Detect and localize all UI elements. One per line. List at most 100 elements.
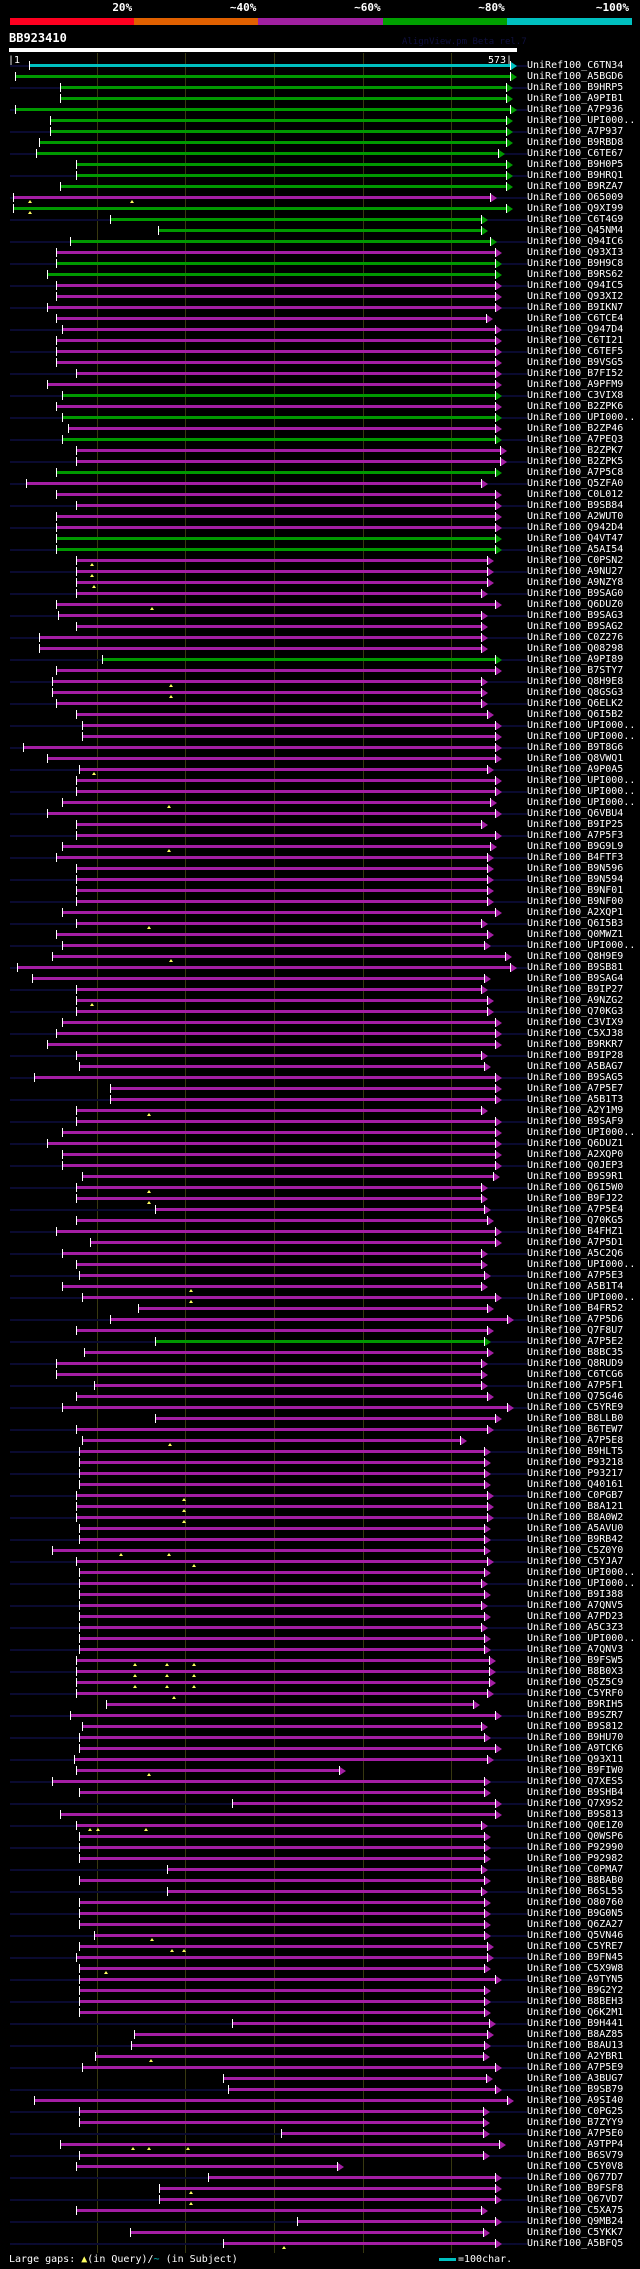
hit-label[interactable]: UniRef100_B9SAG5 xyxy=(527,1072,624,1083)
hit-label[interactable]: UniRef100_A7P5E3 xyxy=(527,1270,624,1281)
hit-label[interactable]: UniRef100_A9NU27 xyxy=(527,566,624,577)
hit-label[interactable]: UniRef100_Q4VT47 xyxy=(527,533,624,544)
hit-label[interactable]: UniRef100_C5XJ38 xyxy=(527,1028,624,1039)
hit-label[interactable]: UniRef100_A7P5E7 xyxy=(527,1083,624,1094)
hit-label[interactable]: UniRef100_B9N596 xyxy=(527,863,624,874)
hit-label[interactable]: UniRef100_A5AI54 xyxy=(527,544,624,555)
hit-label[interactable]: UniRef100_C6TEF5 xyxy=(527,346,624,357)
hit-label[interactable]: UniRef100_B9T8G6 xyxy=(527,742,624,753)
hit-label[interactable]: UniRef100_B9FSF8 xyxy=(527,2183,624,2194)
hit-label[interactable]: UniRef100_A7P5D6 xyxy=(527,1314,624,1325)
hit-label[interactable]: UniRef100_Q93X11 xyxy=(527,1754,624,1765)
hit-label[interactable]: UniRef100_A2Y1M9 xyxy=(527,1105,624,1116)
hit-label[interactable]: UniRef100_Q942D4 xyxy=(527,522,624,533)
hit-label[interactable]: UniRef100_B8BC35 xyxy=(527,1347,624,1358)
hit-label[interactable]: UniRef100_B9RZA7 xyxy=(527,181,624,192)
hit-label[interactable]: UniRef100_A7PEQ3 xyxy=(527,434,624,445)
hit-label[interactable]: UniRef100_C0PMA7 xyxy=(527,1864,624,1875)
hit-label[interactable]: UniRef100_Q94IC6 xyxy=(527,236,624,247)
hit-label[interactable]: UniRef100_C0PSN2 xyxy=(527,555,624,566)
hit-label[interactable]: UniRef100_B8BEH3 xyxy=(527,1996,624,2007)
hit-label[interactable]: UniRef100_A7QNV3 xyxy=(527,1644,624,1655)
hit-label[interactable]: UniRef100_Q94IC5 xyxy=(527,280,624,291)
hit-label[interactable]: UniRef100_B8LLB0 xyxy=(527,1413,624,1424)
hit-label[interactable]: UniRef100_Q75G46 xyxy=(527,1391,624,1402)
hit-label[interactable]: UniRef100_Q8GSG3 xyxy=(527,687,624,698)
hit-label[interactable]: UniRef100_Q67VD7 xyxy=(527,2194,624,2205)
hit-label[interactable]: UniRef100_A7QNV5 xyxy=(527,1600,624,1611)
hit-label[interactable]: UniRef100_B7ZYY9 xyxy=(527,2117,624,2128)
hit-label[interactable]: UniRef100_A5B1T4 xyxy=(527,1281,624,1292)
hit-label[interactable]: UniRef100_Q8VWQ1 xyxy=(527,753,624,764)
hit-label[interactable]: UniRef100_UPI000.. xyxy=(527,1292,636,1303)
hit-label[interactable]: UniRef100_B9FN45 xyxy=(527,1952,624,1963)
hit-label[interactable]: UniRef100_Q7XES5 xyxy=(527,1776,624,1787)
hit-label[interactable]: UniRef100_B7STY7 xyxy=(527,665,624,676)
hit-label[interactable]: UniRef100_A5BFQ5 xyxy=(527,2238,624,2249)
hit-label[interactable]: UniRef100_A7P5E2 xyxy=(527,1336,624,1347)
hit-label[interactable]: UniRef100_A5B1T3 xyxy=(527,1094,624,1105)
hit-label[interactable]: UniRef100_UPI000.. xyxy=(527,940,636,951)
hit-label[interactable]: UniRef100_Q8H9E9 xyxy=(527,951,624,962)
hit-label[interactable]: UniRef100_B9SB79 xyxy=(527,2084,624,2095)
hit-label[interactable]: UniRef100_A9SI40 xyxy=(527,2095,624,2106)
hit-label[interactable]: UniRef100_B9FIW0 xyxy=(527,1765,624,1776)
hit-label[interactable]: UniRef100_A7P5E4 xyxy=(527,1204,624,1215)
hit-label[interactable]: UniRef100_B9IP28 xyxy=(527,1050,624,1061)
hit-label[interactable]: UniRef100_Q6I5B2 xyxy=(527,709,624,720)
hit-label[interactable]: UniRef100_Q93XI2 xyxy=(527,291,624,302)
hit-label[interactable]: UniRef100_C5YKK7 xyxy=(527,2227,624,2238)
hit-label[interactable]: UniRef100_UPI000.. xyxy=(527,775,636,786)
hit-label[interactable]: UniRef100_Q7X9S2 xyxy=(527,1798,624,1809)
hit-label[interactable]: UniRef100_C5YRE9 xyxy=(527,1402,624,1413)
hit-label[interactable]: UniRef100_C5YRE7 xyxy=(527,1941,624,1952)
hit-label[interactable]: UniRef100_B9FSW5 xyxy=(527,1655,624,1666)
hit-label[interactable]: UniRef100_A9TCK6 xyxy=(527,1743,624,1754)
hit-label[interactable]: UniRef100_UPI000.. xyxy=(527,720,636,731)
hit-label[interactable]: UniRef100_B8BAB0 xyxy=(527,1875,624,1886)
hit-label[interactable]: UniRef100_Q7F8U7 xyxy=(527,1325,624,1336)
hit-label[interactable]: UniRef100_B8A121 xyxy=(527,1501,624,1512)
hit-label[interactable]: UniRef100_A7P5F3 xyxy=(527,830,624,841)
hit-label[interactable]: UniRef100_B9RS62 xyxy=(527,269,624,280)
hit-label[interactable]: UniRef100_A5BAG7 xyxy=(527,1061,624,1072)
hit-label[interactable]: UniRef100_UPI000.. xyxy=(527,1578,636,1589)
hit-label[interactable]: UniRef100_C0Z276 xyxy=(527,632,624,643)
hit-label[interactable]: UniRef100_A2XQP1 xyxy=(527,907,624,918)
hit-label[interactable]: UniRef100_A2XQP0 xyxy=(527,1149,624,1160)
hit-label[interactable]: UniRef100_Q6VBU4 xyxy=(527,808,624,819)
hit-label[interactable]: UniRef100_A7P5F1 xyxy=(527,1380,624,1391)
hit-label[interactable]: UniRef100_C6TE67 xyxy=(527,148,624,159)
hit-label[interactable]: UniRef100_B9SZR7 xyxy=(527,1710,624,1721)
hit-label[interactable]: UniRef100_B2ZP46 xyxy=(527,423,624,434)
hit-label[interactable]: UniRef100_A9PIB1 xyxy=(527,93,624,104)
hit-label[interactable]: UniRef100_B9H441 xyxy=(527,2018,624,2029)
hit-label[interactable]: UniRef100_Q70KG5 xyxy=(527,1215,624,1226)
hit-label[interactable]: UniRef100_A9NZG2 xyxy=(527,995,624,1006)
hit-label[interactable]: UniRef100_Q08298 xyxy=(527,643,624,654)
hit-label[interactable]: UniRef100_B9I388 xyxy=(527,1589,624,1600)
hit-label[interactable]: UniRef100_B9SHB4 xyxy=(527,1787,624,1798)
hit-label[interactable]: UniRef100_B9S813 xyxy=(527,1809,624,1820)
hit-label[interactable]: UniRef100_B9H0P5 xyxy=(527,159,624,170)
hit-label[interactable]: UniRef100_UPI000.. xyxy=(527,1567,636,1578)
hit-label[interactable]: UniRef100_A2YBR1 xyxy=(527,2051,624,2062)
hit-label[interactable]: UniRef100_O65009 xyxy=(527,192,624,203)
hit-label[interactable]: UniRef100_B6SV79 xyxy=(527,2150,624,2161)
hit-label[interactable]: UniRef100_A7P936 xyxy=(527,104,624,115)
hit-label[interactable]: UniRef100_B9N594 xyxy=(527,874,624,885)
hit-label[interactable]: UniRef100_C0L012 xyxy=(527,489,624,500)
hit-label[interactable]: UniRef100_Q6ELK2 xyxy=(527,698,624,709)
hit-label[interactable]: UniRef100_C6T4G9 xyxy=(527,214,624,225)
hit-label[interactable]: UniRef100_UPI000.. xyxy=(527,1259,636,1270)
hit-label[interactable]: UniRef100_UPI000.. xyxy=(527,412,636,423)
hit-label[interactable]: UniRef100_Q5VN46 xyxy=(527,1930,624,1941)
hit-label[interactable]: UniRef100_C6TCG6 xyxy=(527,1369,624,1380)
hit-label[interactable]: UniRef100_B2ZPK6 xyxy=(527,401,624,412)
hit-label[interactable]: UniRef100_B8A0W2 xyxy=(527,1512,624,1523)
hit-label[interactable]: UniRef100_C5YJA7 xyxy=(527,1556,624,1567)
hit-label[interactable]: UniRef100_Q0JEP3 xyxy=(527,1160,624,1171)
hit-label[interactable]: UniRef100_Q947D4 xyxy=(527,324,624,335)
hit-label[interactable]: UniRef100_B9IKN7 xyxy=(527,302,624,313)
hit-label[interactable]: UniRef100_A9P0A5 xyxy=(527,764,624,775)
